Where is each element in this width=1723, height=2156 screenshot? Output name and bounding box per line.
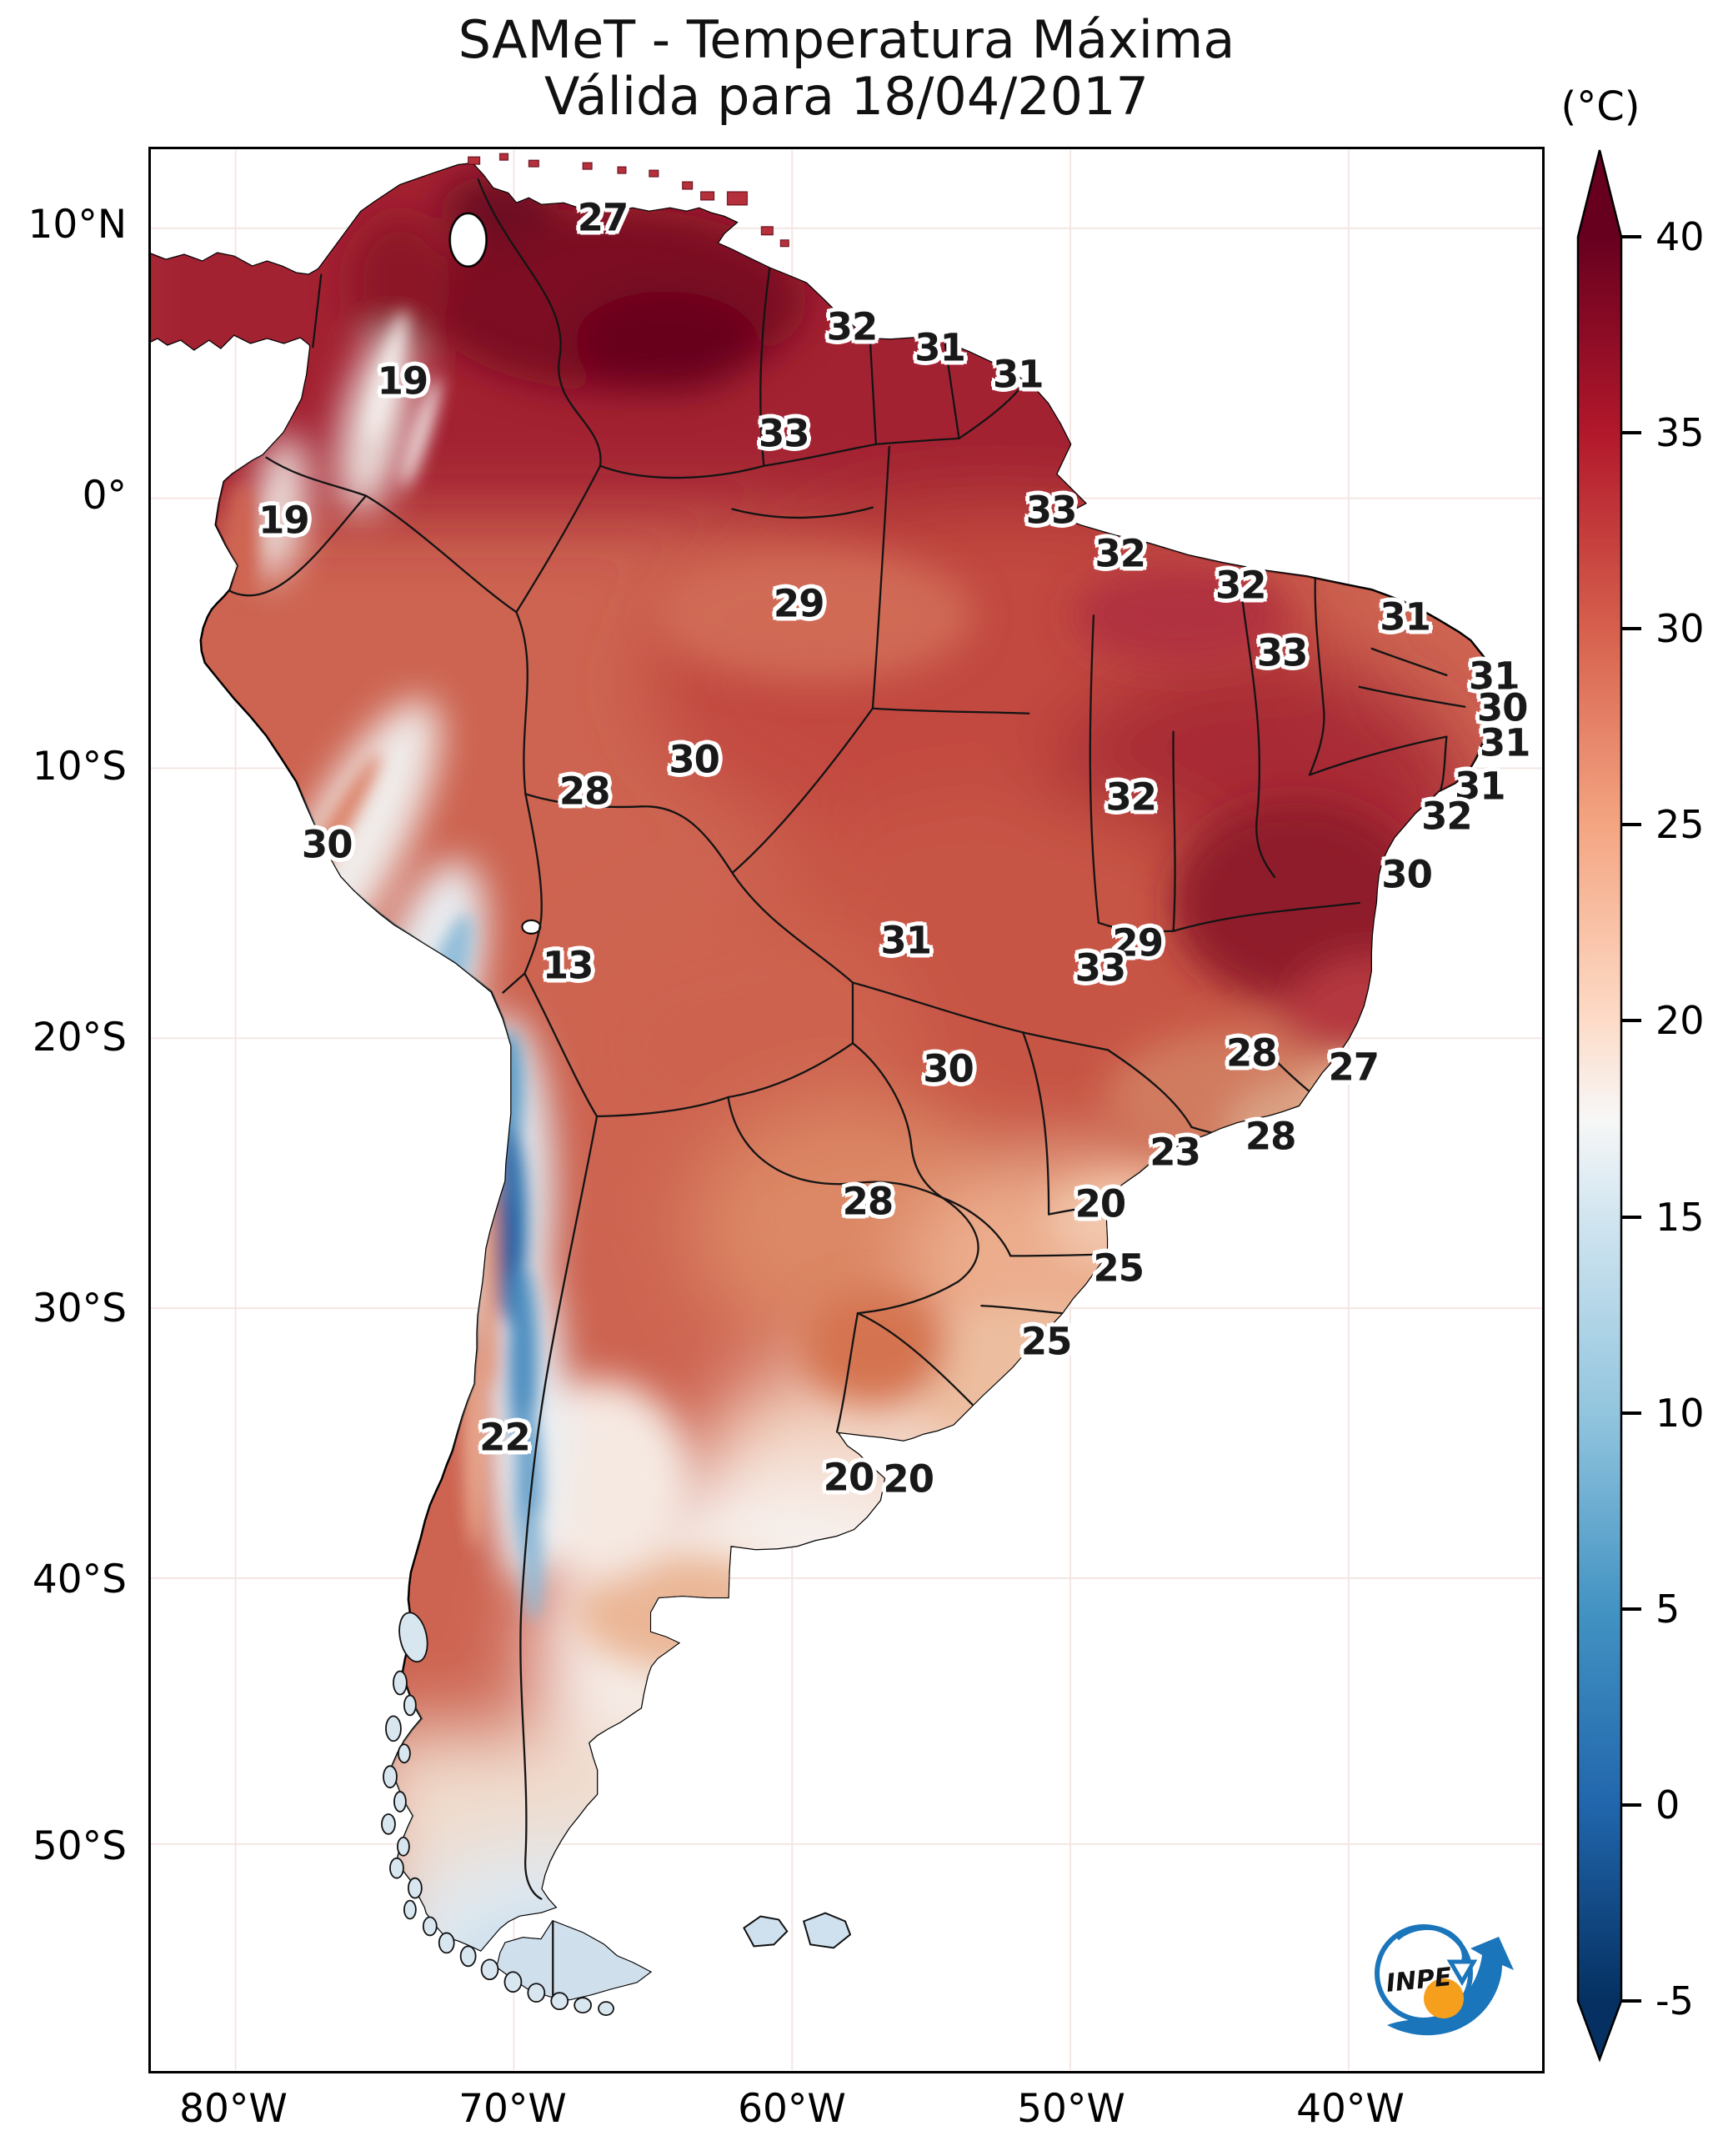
- colorbar: [1576, 149, 1623, 2063]
- inpe-inner-arrow-icon: [1395, 1924, 1467, 1967]
- station-temperature-label: 30: [669, 737, 720, 782]
- colorbar-tick-label: 30: [1655, 606, 1705, 652]
- station-temperature-label: 23: [1150, 1130, 1201, 1175]
- longitude-tick-label: 50°W: [1017, 2086, 1125, 2132]
- colorbar-tick-mark: [1621, 1019, 1641, 1023]
- station-temperature-label: 28: [1225, 1030, 1278, 1075]
- station-temperature-label: 33: [758, 411, 810, 456]
- station-temperature-label: 33: [1025, 488, 1078, 533]
- station-temperature-label: 25: [1020, 1319, 1073, 1364]
- colorbar-tick-label: 0: [1655, 1782, 1680, 1828]
- colorbar-tick-label: 10: [1655, 1390, 1705, 1436]
- lakes: [448, 212, 1061, 1403]
- inpe-swoosh-arrow-icon: [1387, 1937, 1514, 2036]
- station-temperature-label: 30: [923, 1046, 974, 1091]
- longitude-tick-label: 60°W: [738, 2086, 846, 2132]
- inpe-logo: INPE: [1375, 1924, 1514, 2036]
- station-temperature-label: 28: [558, 769, 611, 814]
- station-temperature-label: 31: [1454, 764, 1506, 809]
- chilean-archipelago: [381, 1612, 614, 2016]
- station-temperature-label: 19: [258, 498, 310, 543]
- station-temperature-label: 30: [1476, 685, 1529, 730]
- station-temperature-label: 32: [1421, 794, 1473, 839]
- station-temperature-label: 31: [992, 352, 1044, 397]
- colorbar-tick-mark: [1621, 431, 1641, 435]
- station-temperature-label: 29: [773, 581, 825, 626]
- station-temperature-label: 29: [1112, 920, 1164, 965]
- station-temperature-label: 33: [1074, 945, 1127, 990]
- station-temperature-label: 31: [880, 918, 932, 963]
- station-temperature-label: 22: [479, 1415, 531, 1460]
- latitude-tick-label: 0°: [82, 473, 127, 519]
- south-america-map: [151, 150, 1542, 2070]
- inpe-inner-arrowhead-icon: [1446, 1959, 1478, 1986]
- station-temperature-label: 33: [1256, 630, 1309, 675]
- station-temperature-label: 30: [301, 822, 353, 867]
- temperature-field: [151, 163, 1494, 2000]
- inpe-logo-text: INPE: [1385, 1963, 1453, 1998]
- station-temperature-label: 32: [1094, 531, 1147, 576]
- lake-titicaca: [521, 919, 542, 935]
- station-temperature-label: 32: [826, 304, 879, 349]
- colorbar-tick-label: 25: [1655, 802, 1705, 848]
- longitude-tick-label: 70°W: [458, 2086, 567, 2132]
- colorbar-tick-label: -5: [1655, 1978, 1694, 2023]
- latitude-tick-label: 10°S: [32, 744, 127, 790]
- latitude-tick-label: 40°S: [32, 1557, 127, 1602]
- inpe-orange-dot-icon: [1424, 1978, 1464, 2018]
- latitude-tick-label: 50°S: [32, 1823, 127, 1869]
- latitude-tick-label: 10°N: [28, 202, 127, 248]
- colorbar-tick-label: 5: [1655, 1586, 1680, 1632]
- colorbar-gradient-bar: [1576, 149, 1623, 2063]
- colorbar-tick-mark: [1621, 627, 1641, 631]
- colorbar-tick-label: 20: [1655, 998, 1705, 1044]
- station-temperature-label: 32: [1215, 563, 1267, 608]
- station-temperature-label: 30: [1381, 852, 1433, 897]
- colorbar-tick-mark: [1621, 1999, 1641, 2003]
- station-temperature-label: 31: [1479, 720, 1531, 765]
- colorbar-tick-label: 15: [1655, 1194, 1705, 1240]
- colorbar-tick-mark: [1621, 1215, 1641, 1219]
- station-temperature-label: 20: [883, 1457, 934, 1502]
- station-temperature-label: 25: [1093, 1246, 1145, 1290]
- station-temperature-label: 19: [377, 358, 429, 404]
- longitude-tick-label: 40°W: [1296, 2086, 1405, 2132]
- station-temperature-label: 31: [1380, 594, 1431, 639]
- lagoa-dos-patos: [1012, 1336, 1061, 1403]
- latitude-tick-label: 20°S: [32, 1015, 127, 1060]
- colorbar-unit-label: (°C): [1560, 83, 1640, 130]
- map-plot-area: INPE 27 19 32 31 31 33 19 33 32 32 29 33 31 31 30 31 30 2…: [148, 147, 1545, 2073]
- station-temperature-label: 20: [1074, 1181, 1127, 1226]
- colorbar-tick-mark: [1621, 1803, 1641, 1807]
- figure-title: SAMeT - Temperatura Máxima Válida para 1…: [148, 12, 1545, 125]
- title-line-1: SAMeT - Temperatura Máxima: [458, 9, 1235, 70]
- caribbean-islands: [468, 153, 789, 248]
- colorbar-tick-mark: [1621, 823, 1641, 827]
- colorbar-tick-mark: [1621, 1607, 1641, 1611]
- latitude-tick-label: 30°S: [32, 1286, 127, 1331]
- colorbar-tick-label: 40: [1655, 214, 1705, 259]
- station-temperature-label: 27: [1328, 1045, 1380, 1090]
- political-borders: [226, 178, 1466, 2000]
- station-temperature-label: 28: [1245, 1114, 1297, 1159]
- station-temperature-label: 20: [823, 1455, 875, 1500]
- longitude-tick-label: 80°W: [179, 2086, 288, 2132]
- colorbar-tick-mark: [1621, 235, 1641, 238]
- lake-maracaibo: [448, 212, 488, 268]
- falkland-islands: [743, 1912, 852, 1949]
- station-temperature-label: 27: [577, 195, 629, 240]
- colorbar-tick-mark: [1621, 1411, 1641, 1415]
- station-temperature-label: 31: [1468, 654, 1520, 699]
- colorbar-tick-label: 35: [1655, 410, 1705, 456]
- station-temperature-label: 28: [842, 1179, 894, 1224]
- station-temperature-label: 31: [914, 325, 966, 370]
- station-temperature-label: 32: [1105, 775, 1157, 820]
- title-line-2: Válida para 18/04/2017: [544, 66, 1149, 127]
- station-temperature-label: 13: [542, 943, 594, 988]
